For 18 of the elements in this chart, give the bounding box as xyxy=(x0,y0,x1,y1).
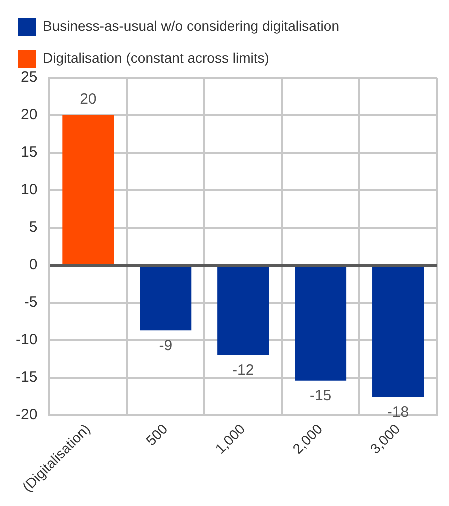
legend-label: Digitalisation (constant across limits) xyxy=(43,50,270,66)
y-tick-label: 15 xyxy=(20,144,38,162)
data-label: -9 xyxy=(159,337,173,354)
x-tick-label: 500 xyxy=(142,420,171,449)
y-tick-label: -15 xyxy=(16,369,38,386)
y-tick-label: 0 xyxy=(29,256,38,274)
data-label: -18 xyxy=(387,404,410,422)
legend-label: Business-as-usual w/o considering digitalisation xyxy=(43,18,340,34)
data-label: 20 xyxy=(80,91,97,108)
y-tick-label: 20 xyxy=(20,106,38,124)
y-tick-label: -10 xyxy=(16,332,38,349)
y-tick-label: 25 xyxy=(20,69,38,86)
y-tick-label: 5 xyxy=(29,219,38,236)
y-tick-label: -20 xyxy=(16,406,38,424)
data-label: -12 xyxy=(232,362,254,380)
data-label: -15 xyxy=(310,388,332,405)
y-tick-label: -5 xyxy=(24,294,38,312)
y-tick-label: 10 xyxy=(20,182,38,199)
